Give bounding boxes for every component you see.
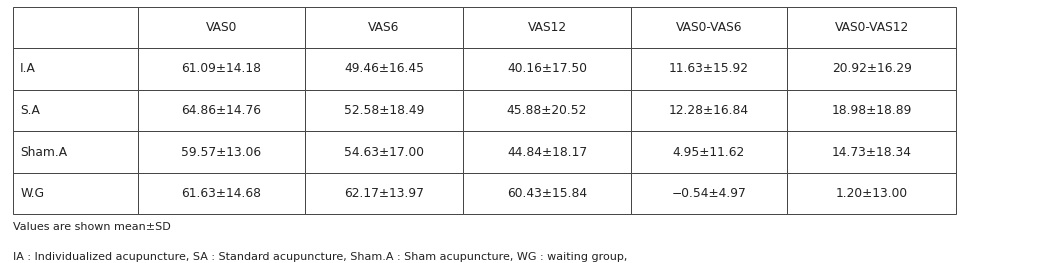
- Text: 44.84±18.17: 44.84±18.17: [507, 145, 587, 159]
- Bar: [463, 48, 631, 90]
- Text: S.A: S.A: [20, 104, 40, 117]
- Bar: [138, 48, 305, 90]
- Text: 62.17±13.97: 62.17±13.97: [344, 187, 424, 200]
- Text: 14.73±18.34: 14.73±18.34: [832, 145, 912, 159]
- Text: VAS0-VAS12: VAS0-VAS12: [835, 21, 909, 34]
- Bar: [13, 90, 138, 131]
- Text: VAS6: VAS6: [368, 21, 400, 34]
- Text: I.A: I.A: [20, 62, 36, 75]
- Text: 60.43±15.84: 60.43±15.84: [507, 187, 587, 200]
- Text: 54.63±17.00: 54.63±17.00: [344, 145, 424, 159]
- Text: 45.88±20.52: 45.88±20.52: [507, 104, 587, 117]
- Bar: [631, 173, 787, 214]
- Bar: [631, 90, 787, 131]
- Text: 64.86±14.76: 64.86±14.76: [181, 104, 261, 117]
- Bar: [787, 48, 956, 90]
- Bar: [305, 7, 463, 48]
- Bar: [305, 48, 463, 90]
- Bar: [787, 173, 956, 214]
- Text: 52.58±18.49: 52.58±18.49: [344, 104, 424, 117]
- Text: 18.98±18.89: 18.98±18.89: [832, 104, 912, 117]
- Bar: [787, 7, 956, 48]
- Bar: [631, 7, 787, 48]
- Text: Sham.A: Sham.A: [20, 145, 68, 159]
- Bar: [463, 131, 631, 173]
- Text: 4.95±11.62: 4.95±11.62: [673, 145, 745, 159]
- Text: VAS12: VAS12: [528, 21, 566, 34]
- Text: 12.28±16.84: 12.28±16.84: [669, 104, 749, 117]
- Text: 49.46±16.45: 49.46±16.45: [344, 62, 424, 75]
- Text: 1.20±13.00: 1.20±13.00: [836, 187, 908, 200]
- Bar: [631, 131, 787, 173]
- Text: W.G: W.G: [20, 187, 44, 200]
- Bar: [13, 7, 138, 48]
- Text: 59.57±13.06: 59.57±13.06: [181, 145, 261, 159]
- Bar: [631, 48, 787, 90]
- Bar: [787, 131, 956, 173]
- Text: IA : Individualized acupuncture, SA : Standard acupuncture, Sham.A : Sham acupun: IA : Individualized acupuncture, SA : St…: [13, 252, 627, 262]
- Text: VAS0-VAS6: VAS0-VAS6: [676, 21, 742, 34]
- Text: 11.63±15.92: 11.63±15.92: [669, 62, 749, 75]
- Text: 61.09±14.18: 61.09±14.18: [181, 62, 261, 75]
- Bar: [305, 90, 463, 131]
- Bar: [138, 131, 305, 173]
- Bar: [13, 48, 138, 90]
- Bar: [463, 90, 631, 131]
- Bar: [463, 173, 631, 214]
- Text: Values are shown mean±SD: Values are shown mean±SD: [13, 222, 170, 232]
- Bar: [138, 90, 305, 131]
- Bar: [13, 131, 138, 173]
- Text: 40.16±17.50: 40.16±17.50: [507, 62, 587, 75]
- Text: −0.54±4.97: −0.54±4.97: [672, 187, 746, 200]
- Text: 20.92±16.29: 20.92±16.29: [832, 62, 912, 75]
- Bar: [305, 173, 463, 214]
- Bar: [138, 7, 305, 48]
- Bar: [138, 173, 305, 214]
- Bar: [13, 173, 138, 214]
- Text: 61.63±14.68: 61.63±14.68: [181, 187, 261, 200]
- Text: VAS0: VAS0: [205, 21, 237, 34]
- Bar: [305, 131, 463, 173]
- Bar: [787, 90, 956, 131]
- Bar: [463, 7, 631, 48]
